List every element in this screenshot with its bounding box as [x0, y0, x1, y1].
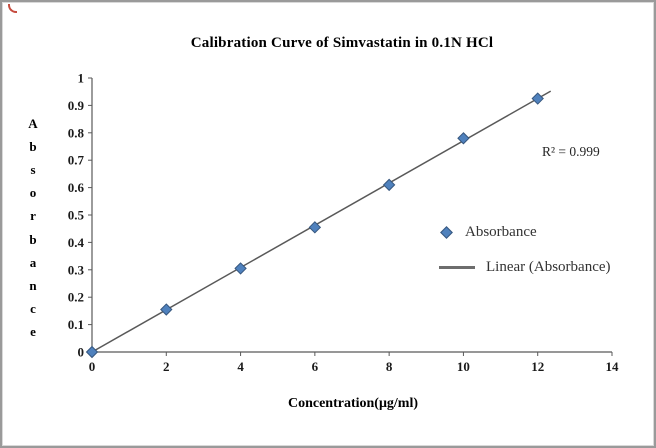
diamond-marker-icon — [440, 225, 453, 239]
data-point — [457, 132, 470, 145]
y-axis-letter: n — [29, 277, 37, 293]
legend-item-absorbance: Absorbance — [439, 223, 611, 241]
legend-label: Linear (Absorbance) — [486, 258, 611, 275]
y-axis-letter: A — [28, 116, 38, 131]
trendline — [91, 90, 552, 353]
y-axis-letter: s — [30, 162, 36, 178]
x-tick-label: 6 — [312, 359, 319, 374]
x-tick-label: 0 — [89, 359, 96, 374]
y-axis-letter: r — [30, 208, 36, 224]
y-tick-label: 0.8 — [68, 125, 85, 140]
y-tick-label: 0.9 — [68, 98, 85, 113]
data-point — [308, 221, 322, 234]
legend-item-linear: Linear (Absorbance) — [439, 258, 611, 276]
x-tick-label: 14 — [606, 359, 620, 374]
data-point — [85, 345, 99, 359]
legend: Absorbance Linear (Absorbance) — [439, 223, 611, 276]
y-axis-letter: o — [29, 185, 37, 201]
y-tick-label: 0.7 — [68, 153, 85, 168]
x-tick-label: 4 — [237, 359, 244, 374]
x-tick-label: 2 — [163, 359, 170, 374]
y-tick-label: 0.2 — [68, 290, 84, 305]
y-axis-letter: c — [30, 300, 36, 316]
red-corner-mark — [8, 4, 17, 13]
data-point — [382, 178, 396, 192]
y-tick-label: 0.6 — [68, 180, 85, 195]
x-axis-label: Concentration(μg/ml) — [287, 396, 419, 411]
x-tick-label: 8 — [386, 359, 393, 374]
y-tick-label: 0.4 — [68, 235, 85, 250]
y-axis-letter: b — [29, 231, 37, 247]
x-tick-label: 10 — [457, 359, 470, 374]
data-point — [160, 303, 173, 316]
y-axis-letter: b — [29, 139, 37, 155]
legend-label: Absorbance — [465, 223, 537, 240]
y-tick-label: 0.1 — [68, 317, 84, 332]
data-point — [234, 262, 247, 275]
chart-title: Calibration Curve of Simvastatin in 0.1N… — [190, 35, 494, 51]
data-point — [531, 92, 544, 105]
y-tick-label: 0 — [78, 345, 85, 360]
y-axis-letter: e — [30, 323, 36, 339]
y-axis-letter: a — [29, 254, 37, 270]
line-marker-icon — [439, 265, 475, 269]
r-squared-annotation: R² = 0.999 — [542, 144, 600, 159]
y-tick-label: 0.3 — [68, 262, 85, 277]
x-tick-label: 12 — [531, 359, 544, 374]
y-tick-label: 1 — [78, 71, 85, 86]
y-tick-label: 0.5 — [68, 208, 85, 223]
